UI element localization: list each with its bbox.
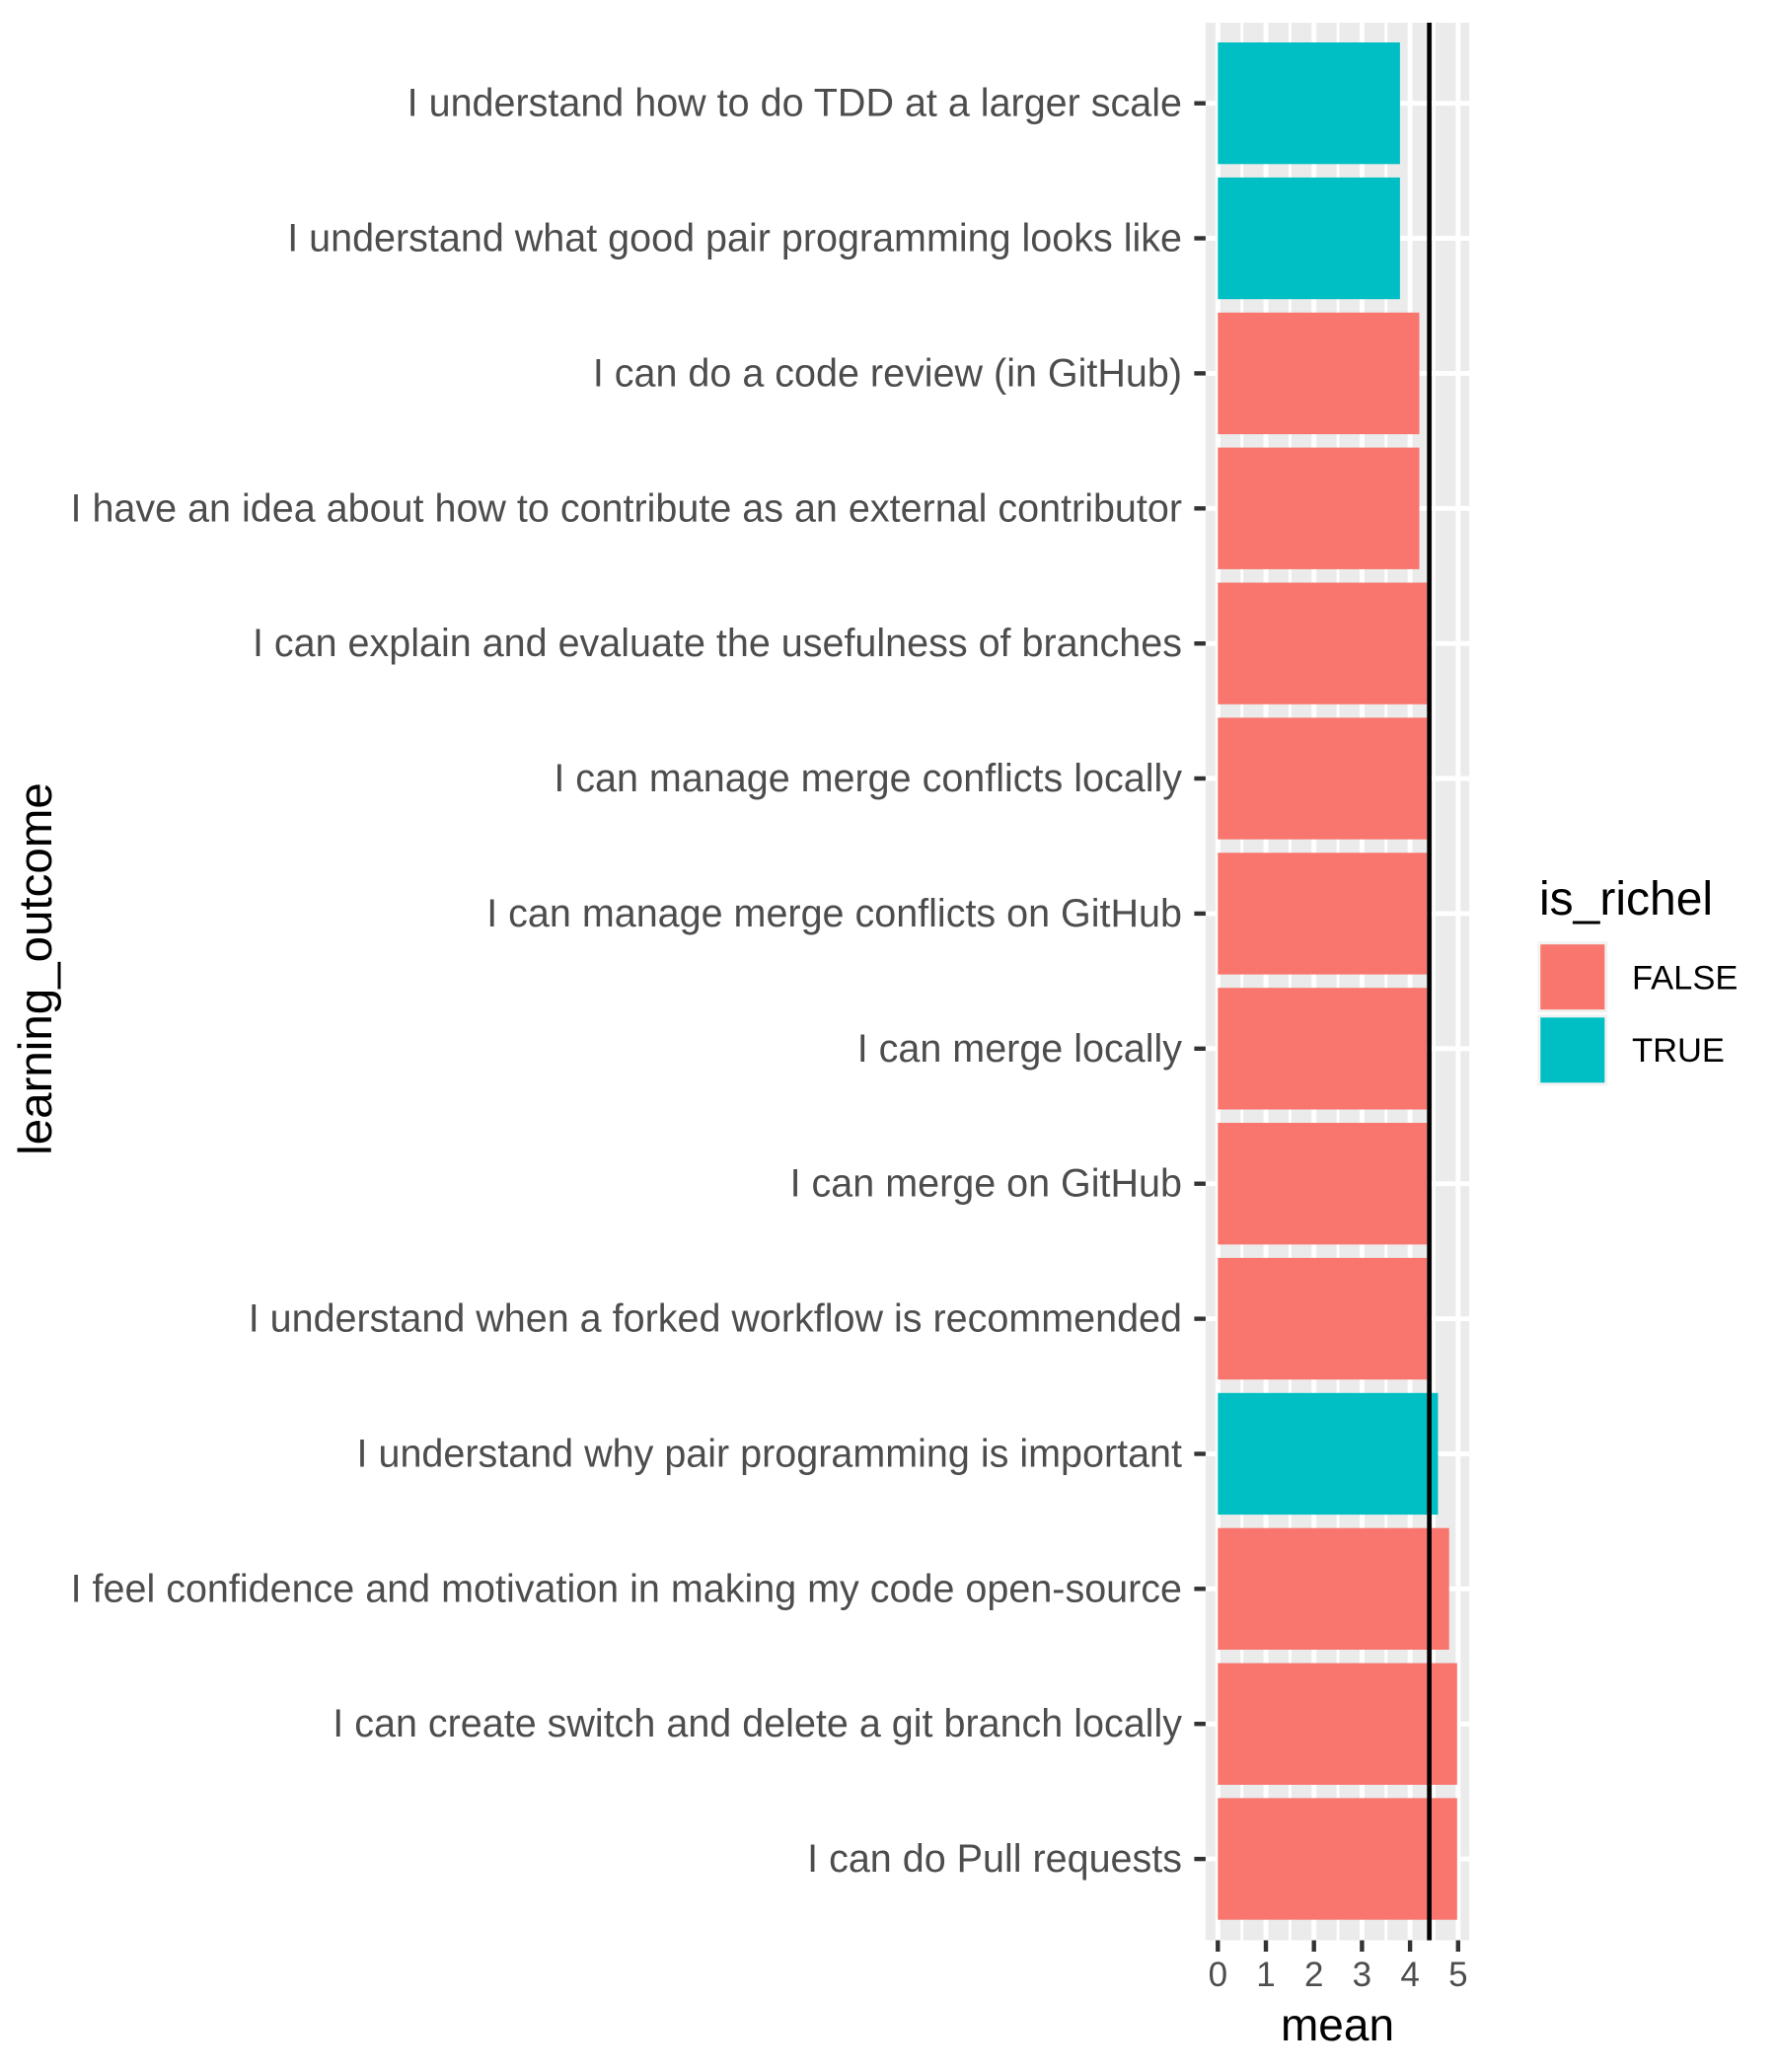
svg-text:learning_outcome: learning_outcome [10,782,62,1155]
svg-text:I can create switch and delete: I can create switch and delete a git bra… [333,1702,1182,1745]
svg-text:2: 2 [1304,1956,1323,1994]
svg-text:I can explain and evaluate the: I can explain and evaluate the usefulnes… [253,622,1182,665]
svg-text:FALSE: FALSE [1632,960,1738,998]
svg-text:I feel confidence and motivati: I feel confidence and motivation in maki… [71,1567,1182,1610]
svg-text:I understand how to do TDD at: I understand how to do TDD at a larger s… [407,82,1182,125]
svg-text:I can do Pull requests: I can do Pull requests [807,1837,1182,1881]
svg-text:I understand what good pair pr: I understand what good pair programming … [287,217,1182,260]
svg-text:I have an idea about how to co: I have an idea about how to contribute a… [71,486,1182,530]
svg-text:I can manage merge conflicts l: I can manage merge conflicts locally [554,757,1182,800]
svg-text:I can merge on GitHub: I can merge on GitHub [790,1162,1182,1206]
svg-text:mean: mean [1281,1999,1394,2050]
svg-text:I understand when a forked wor: I understand when a forked workflow is r… [249,1297,1182,1341]
svg-text:4: 4 [1400,1956,1419,1994]
svg-text:0: 0 [1209,1956,1227,1994]
svg-text:I can do a code review (in Git: I can do a code review (in GitHub) [593,351,1182,395]
svg-text:1: 1 [1256,1956,1275,1994]
svg-text:I understand why pair programm: I understand why pair programming is imp… [357,1433,1182,1476]
svg-text:3: 3 [1353,1956,1371,1994]
svg-text:I can manage merge conflicts o: I can manage merge conflicts on GitHub [486,892,1182,935]
svg-text:I can merge locally: I can merge locally [857,1027,1183,1071]
svg-text:5: 5 [1448,1956,1467,1994]
svg-text:is_richel: is_richel [1539,873,1713,925]
svg-text:TRUE: TRUE [1632,1032,1725,1070]
